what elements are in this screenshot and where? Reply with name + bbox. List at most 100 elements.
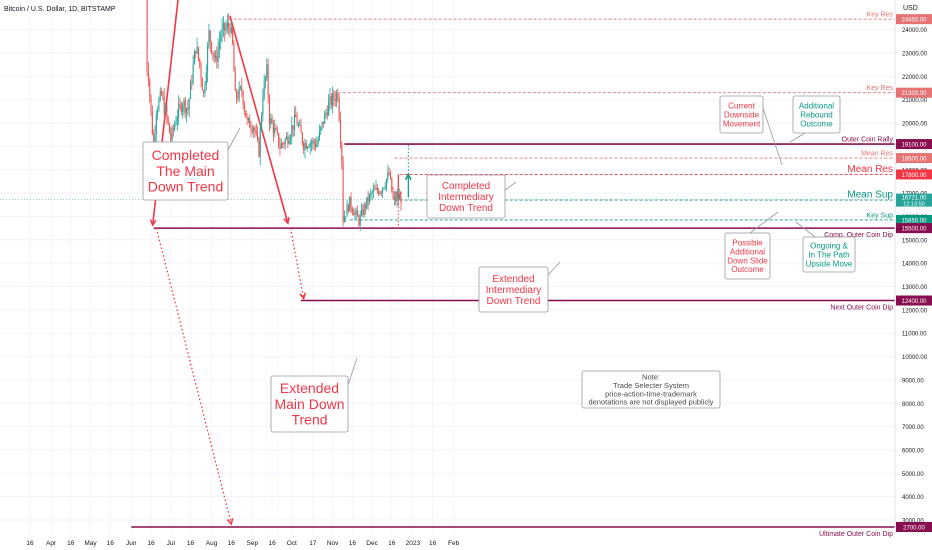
- candle-body: [207, 45, 209, 73]
- callout-box-ongoing-upside[interactable]: [802, 236, 856, 273]
- candle-body: [375, 187, 377, 190]
- callout-box-additional-rebound[interactable]: [792, 95, 841, 134]
- callout-box-current-downside[interactable]: [719, 95, 764, 134]
- callout-pointer: [789, 132, 806, 143]
- y-tick-label: 14000.00: [902, 262, 928, 268]
- callout-text: Note:: [642, 373, 660, 382]
- candle-body: [180, 104, 182, 112]
- candle-body: [371, 192, 373, 194]
- price-badge-mean-res: [896, 153, 932, 164]
- y-tick-label: 23000.00: [902, 52, 928, 58]
- time-axis[interactable]: 16 Apr 16 May 16 Jun 16 Jul 16 Aug 16 Sep 16 Oct 17 Nov…: [26, 540, 459, 547]
- candle-body: [220, 35, 222, 43]
- candle-body: [178, 104, 180, 117]
- callout-text: Trade Selecter System: [613, 381, 689, 390]
- candle-body: [384, 186, 386, 188]
- candle-body: [153, 133, 155, 146]
- candle-body: [389, 174, 392, 178]
- candle-body: [233, 43, 235, 72]
- candle-body: [163, 96, 165, 113]
- candle-body: [396, 196, 398, 202]
- callout-text: Completed: [152, 147, 220, 163]
- candle-body: [301, 133, 303, 144]
- candle-body: [193, 51, 196, 65]
- level-label-next-outer-coin-dip: Next Outer Coin Dip: [830, 305, 893, 312]
- candle-body: [218, 42, 220, 49]
- candle-body: [368, 194, 370, 203]
- x-tick-label: 16: [187, 540, 195, 547]
- callout-text: Ongoing &: [810, 241, 848, 250]
- candle-body: [222, 22, 224, 28]
- arrow-head: [226, 517, 234, 526]
- callout-box-completed-intermediary[interactable]: [426, 174, 506, 219]
- candle-body: [195, 51, 197, 53]
- callout-box-extended-intermediary[interactable]: [478, 266, 549, 313]
- candle-body: [289, 136, 292, 141]
- candle-body: [366, 197, 368, 208]
- candle-body: [221, 27, 223, 36]
- callout-pointer: [762, 107, 783, 166]
- candle-body: [282, 143, 284, 145]
- callout-box-note[interactable]: [581, 370, 721, 409]
- candle-body: [261, 115, 263, 129]
- candle-body: [292, 125, 294, 130]
- x-tick-label: Jul: [167, 540, 176, 547]
- y-tick-label: 11000.00: [902, 332, 927, 338]
- callout-box-completed-main[interactable]: [142, 141, 229, 201]
- candle-body: [188, 98, 190, 110]
- callout-box-extended-main[interactable]: [270, 375, 349, 433]
- callout-text: Upside Move: [806, 259, 853, 268]
- candle-body: [149, 80, 151, 96]
- candle-body: [347, 204, 349, 212]
- candle-body: [262, 97, 264, 116]
- candle-body: [285, 136, 288, 140]
- callout-pointer: [504, 181, 517, 191]
- price-badge-next-outer-coin-dip: [896, 295, 932, 306]
- y-tick-label: 21000.00: [902, 98, 928, 104]
- candle-body: [209, 30, 211, 43]
- candle-body: [328, 101, 330, 116]
- candle-body: [232, 27, 234, 44]
- y-tick-label: 22000.00: [902, 75, 928, 81]
- candle-body: [272, 123, 274, 134]
- candle-body: [224, 22, 226, 31]
- candle-body: [364, 204, 367, 208]
- y-tick-label: 10000.00: [902, 355, 928, 361]
- callout-box-possible-down-slide[interactable]: [724, 232, 771, 280]
- callout-text: Additional: [799, 101, 834, 110]
- y-tick-label: 12000.00: [902, 308, 928, 314]
- callout-text: The Main: [156, 163, 214, 179]
- y-tick-label: 13000.00: [902, 285, 928, 291]
- candle-body: [158, 99, 160, 111]
- candle-body: [295, 114, 297, 118]
- candle-body: [395, 196, 397, 202]
- candle-body: [250, 127, 252, 130]
- x-tick-label: 16: [268, 540, 276, 547]
- candle-body: [326, 112, 328, 116]
- candle-body: [363, 204, 365, 216]
- candle-body: [307, 147, 309, 149]
- price-badges: 24450.00 21300.00 19100.00 18500.00 17800.00…: [896, 14, 932, 533]
- candle-body: [258, 138, 260, 157]
- price-badge-text: 15850.00: [901, 218, 927, 224]
- candle-body: [228, 23, 230, 28]
- candle-body: [343, 216, 345, 222]
- candle-body: [299, 125, 301, 126]
- candle-body: [159, 91, 161, 100]
- candle-body: [189, 82, 192, 99]
- candle-body: [170, 133, 172, 141]
- level-label-key-res-high: Key Res: [867, 12, 894, 19]
- candle-body: [304, 143, 306, 150]
- x-tick-label: 16: [67, 540, 75, 547]
- price-badge-comp-outer-coin-dip: [896, 223, 932, 234]
- x-tick-label: 16: [388, 540, 396, 547]
- candle-body: [355, 210, 357, 213]
- candle-body: [318, 130, 320, 140]
- candle-body: [329, 95, 331, 102]
- candle-body: [325, 112, 327, 114]
- candle-body: [205, 72, 207, 86]
- candlestick-series: [146, 0, 402, 231]
- candle-body: [259, 128, 261, 157]
- candle-body: [346, 204, 348, 217]
